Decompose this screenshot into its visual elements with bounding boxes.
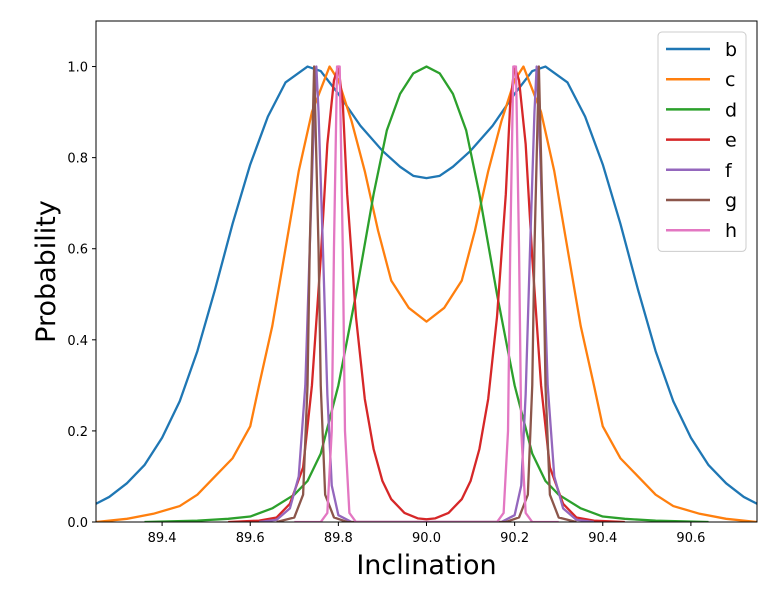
series-lines [96,65,757,522]
axis-ticks: 89.4 89.6 89.8 90.0 90.2 90.4 90.6 0.0 0.2 0.4 0.6… [67,61,705,546]
y-tick-label: 0.2 [67,425,88,440]
series-line-e [228,65,625,522]
y-axis-label: Probability [31,200,62,343]
legend-label: b [725,39,737,61]
series-line-g [276,65,577,522]
series-line-b [96,65,757,505]
y-tick-label: 0.4 [67,334,88,349]
x-tick-label: 89.8 [324,531,353,546]
series-line-c [96,65,757,522]
y-tick-label: 1.0 [67,61,88,76]
x-axis-label: Inclination [356,550,496,581]
x-tick-label: 90.4 [588,531,617,546]
x-tick-label: 90.6 [676,531,705,546]
series-line-d [144,65,709,522]
legend-label: d [725,99,737,121]
legend-label: g [725,190,737,212]
legend-label: e [725,130,737,152]
legend-label: h [725,220,737,242]
x-tick-label: 90.2 [500,531,529,546]
y-tick-label: 0.8 [67,152,88,167]
legend-box [657,31,747,252]
x-tick-label: 89.6 [236,531,265,546]
y-tick-label: 0.6 [67,243,88,258]
legend-label: c [725,69,735,91]
legend-label: f [725,160,733,182]
series-line-h [294,65,559,522]
x-tick-label: 89.4 [148,531,177,546]
x-tick-label: 90.0 [412,531,441,546]
y-tick-label: 0.0 [67,516,88,531]
